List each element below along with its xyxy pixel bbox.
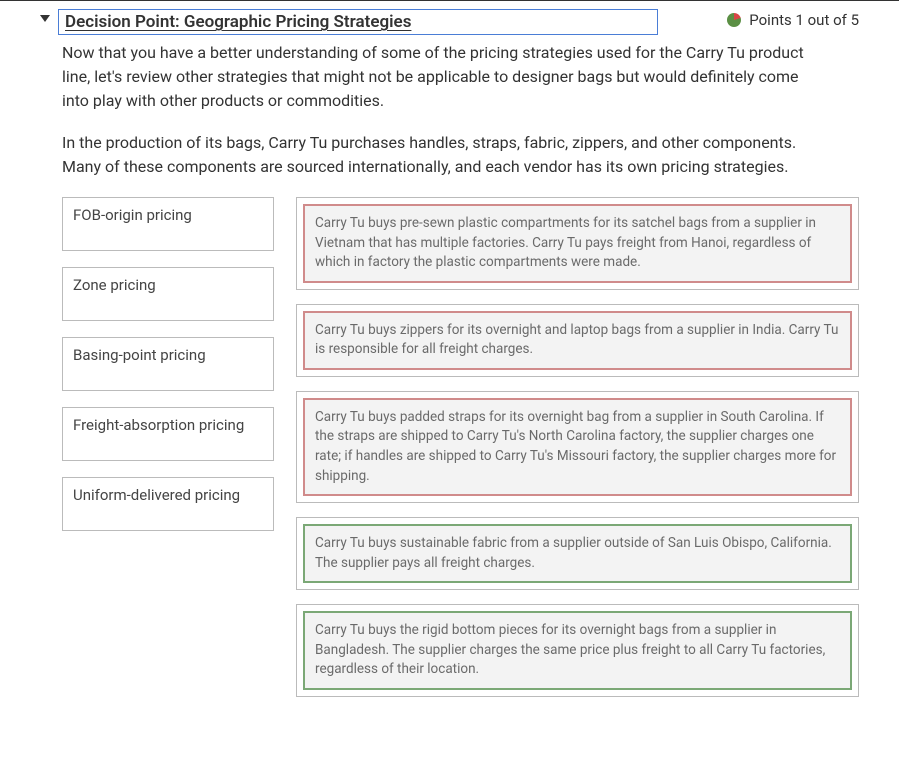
scenario-box[interactable]: Carry Tu buys pre-sewn plastic compartme… — [303, 204, 852, 283]
matching-area: FOB-origin pricing Zone pricing Basing-p… — [62, 197, 859, 697]
scenario-text: Carry Tu buys zippers for its overnight … — [315, 322, 838, 358]
drop-slot[interactable]: Carry Tu buys padded straps for its over… — [296, 391, 859, 503]
collapse-icon[interactable] — [40, 15, 50, 22]
points-text: Points 1 out of 5 — [749, 11, 859, 29]
scenario-box[interactable]: Carry Tu buys sustainable fabric from a … — [303, 524, 852, 583]
question-title: Decision Point: Geographic Pricing Strat… — [65, 12, 411, 32]
term-label: Freight-absorption pricing — [73, 416, 244, 434]
scenario-text: Carry Tu buys pre-sewn plastic compartme… — [315, 215, 816, 270]
drop-slot[interactable]: Carry Tu buys sustainable fabric from a … — [296, 517, 859, 590]
scenario-box[interactable]: Carry Tu buys padded straps for its over… — [303, 398, 852, 496]
term-box[interactable]: Zone pricing — [62, 267, 274, 321]
term-label: Basing-point pricing — [73, 346, 206, 364]
drop-column: Carry Tu buys pre-sewn plastic compartme… — [296, 197, 859, 697]
scenario-box[interactable]: Carry Tu buys zippers for its overnight … — [303, 311, 852, 370]
term-box[interactable]: FOB-origin pricing — [62, 197, 274, 251]
description-para-2: In the production of its bags, Carry Tu … — [62, 131, 822, 179]
drop-slot[interactable]: Carry Tu buys the rigid bottom pieces fo… — [296, 604, 859, 697]
scenario-text: Carry Tu buys sustainable fabric from a … — [315, 535, 832, 571]
term-label: FOB-origin pricing — [73, 206, 192, 224]
drop-slot[interactable]: Carry Tu buys pre-sewn plastic compartme… — [296, 197, 859, 290]
description-para-1: Now that you have a better understanding… — [62, 41, 822, 113]
scenario-text: Carry Tu buys padded straps for its over… — [315, 409, 836, 484]
points-area: Points 1 out of 5 — [727, 9, 859, 29]
question-title-box[interactable]: Decision Point: Geographic Pricing Strat… — [58, 9, 658, 35]
scenario-box[interactable]: Carry Tu buys the rigid bottom pieces fo… — [303, 611, 852, 690]
term-box[interactable]: Uniform-delivered pricing — [62, 477, 274, 531]
term-label: Uniform-delivered pricing — [73, 486, 240, 504]
pie-chart-icon — [727, 13, 741, 27]
question-description: Now that you have a better understanding… — [62, 41, 822, 179]
scenario-text: Carry Tu buys the rigid bottom pieces fo… — [315, 622, 825, 677]
term-box[interactable]: Basing-point pricing — [62, 337, 274, 391]
terms-column: FOB-origin pricing Zone pricing Basing-p… — [62, 197, 274, 697]
drop-slot[interactable]: Carry Tu buys zippers for its overnight … — [296, 304, 859, 377]
term-label: Zone pricing — [73, 276, 156, 294]
term-box[interactable]: Freight-absorption pricing — [62, 407, 274, 461]
